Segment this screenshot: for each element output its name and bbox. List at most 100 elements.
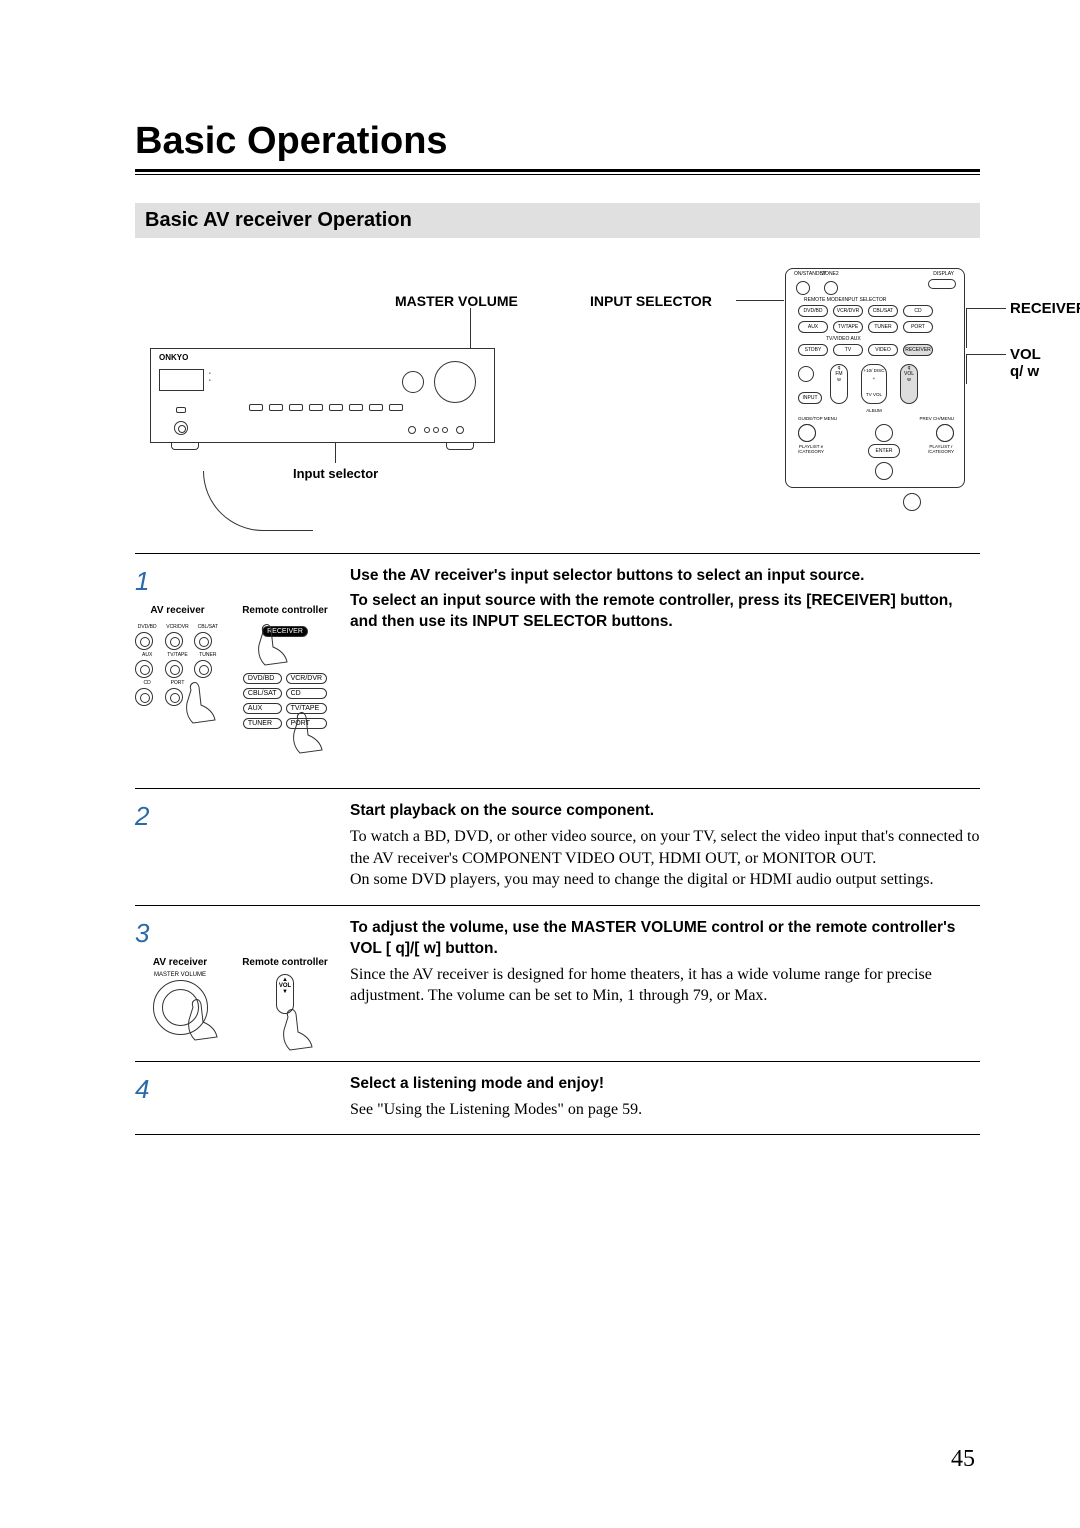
hand-icon (185, 992, 225, 1042)
step-number: 3 (135, 918, 350, 949)
remote-pill: CBL/SAT (868, 305, 898, 317)
mid-grid: qFMw +10/ DISC +TV VOLALBUM qVOLw INPUT (798, 364, 954, 414)
remote-pill: AUX (798, 321, 828, 333)
input-selector-row (249, 404, 403, 411)
mv-label: MASTER VOLUME (135, 972, 225, 978)
av-receiver-label: AV receiver (135, 957, 225, 968)
step-lead: Use the AV receiver's input selector but… (350, 566, 980, 587)
aux-jacks (408, 426, 464, 434)
brand-label: ONKYO (159, 353, 188, 362)
step-row: 4 Select a listening mode and enjoy! See… (135, 1061, 980, 1136)
page-title: Basic Operations (135, 120, 980, 163)
remote-pill: AUX (243, 703, 282, 714)
master-volume-knob (434, 361, 476, 403)
step-lead: To select an input source with the remot… (350, 591, 980, 633)
label: ZONE2 (822, 271, 839, 277)
step3-diagram: AV receiver MASTER VOLUME Remote control… (135, 957, 350, 1047)
nav-circle (798, 424, 816, 442)
remote-pill: TV (833, 344, 863, 356)
enter-button: ENTER (868, 444, 900, 458)
step-number: 1 (135, 566, 350, 597)
step-number: 4 (135, 1074, 350, 1105)
small-knob (402, 371, 424, 393)
label: PLAYLIST r /CATEGORY (926, 444, 956, 454)
vol-callout: VOL q/ w (1010, 346, 1041, 380)
remote-controller-label: Remote controller (240, 957, 330, 968)
receiver-pill: RECEIVER (903, 344, 933, 356)
sel-button (165, 632, 183, 650)
input-pill: INPUT (798, 392, 822, 404)
hand-icon (183, 675, 223, 725)
remote-pill: CD (286, 688, 328, 699)
power-icon (796, 281, 810, 295)
step-body: To watch a BD, DVD, or other video sourc… (350, 828, 979, 888)
remote-pill: DVD/BD (798, 305, 828, 317)
sel-button (165, 660, 183, 678)
step-row: 3 AV receiver MASTER VOLUME Remote contr… (135, 905, 980, 1061)
label: TV/VIDEO AUX (826, 336, 861, 342)
label: GUIDE/TOP MENU (798, 416, 837, 421)
step-lead: Select a listening mode and enjoy! (350, 1074, 980, 1095)
label: PLAYLIST e /CATEGORY (796, 444, 826, 454)
zone2-button (824, 281, 838, 295)
hand-icon (290, 705, 330, 755)
remote-pill: TV/TAPE (833, 321, 863, 333)
foot-icon (171, 442, 199, 450)
display-button (928, 279, 956, 289)
hand-icon (255, 617, 295, 667)
leader-line (966, 354, 967, 384)
step-body: Since the AV receiver is designed for ho… (350, 966, 932, 1005)
remote-pill: TUNER (243, 718, 282, 729)
leader-line (966, 308, 1006, 309)
rocker: qFMw (830, 364, 848, 404)
sel-button (165, 688, 183, 706)
remote-controller-label: Remote controller (235, 605, 335, 616)
leader-line (470, 308, 471, 353)
nav-up (875, 424, 893, 442)
nav-down (875, 462, 893, 480)
remote-pill: VCR/DVR (286, 673, 328, 684)
remote-pill: TUNER (868, 321, 898, 333)
master-volume-label: MASTER VOLUME (395, 293, 518, 309)
sel-button (194, 632, 212, 650)
remote-pill: DVD/BD (243, 673, 282, 684)
label: REMOTE MODE/INPUT SELECTOR (804, 297, 886, 303)
remote-pill: CBL/SAT (243, 688, 282, 699)
page-number: 45 (951, 1446, 975, 1473)
steps-list: 1 AV receiver DVD/BDVCR/DVRCBL/SAT AUXTV… (135, 553, 980, 1135)
step-lead: To adjust the volume, use the MASTER VOL… (350, 918, 980, 960)
sel-button (135, 632, 153, 650)
step-number: 2 (135, 801, 350, 832)
vol-rocker: qVOLw (900, 364, 918, 404)
step-body: See "Using the Listening Modes" on page … (350, 1101, 642, 1118)
remote-pill: VIDEO (868, 344, 898, 356)
receiver-front-panel: ONKYO •• (150, 348, 495, 443)
display-window (159, 369, 204, 391)
label: DISPLAY (933, 271, 954, 277)
rocker: +10/ DISC +TV VOLALBUM (861, 364, 887, 404)
power-icon (798, 366, 814, 382)
remote-outline-curve (203, 471, 313, 531)
nav-area: GUIDE/TOP MENU PREV CH/MENU PLAYLIST e /… (798, 424, 954, 484)
remote-pill: VCR/DVR (833, 305, 863, 317)
av-receiver-label: AV receiver (135, 605, 220, 616)
remote-pill: STDBY (798, 344, 828, 356)
remote-pill: CD (903, 305, 933, 317)
sel-button (135, 660, 153, 678)
top-diagram: MASTER VOLUME INPUT SELECTOR Input selec… (135, 268, 980, 528)
jack-icon (176, 407, 186, 413)
sel-button (135, 688, 153, 706)
remote-pill: PORT (903, 321, 933, 333)
hand-icon (280, 1002, 320, 1052)
leader-line (966, 308, 967, 348)
title-rule (135, 169, 980, 175)
step-lead: Start playback on the source component. (350, 801, 980, 822)
remote-controller: ON/STANDBY ZONE2 DISPLAY REMOTE MODE/INP… (785, 268, 965, 488)
receiver-callout: RECEIVER (1010, 300, 1080, 317)
step-row: 2 Start playback on the source component… (135, 788, 980, 905)
foot-icon (446, 442, 474, 450)
nav-circle (936, 424, 954, 442)
label: PREV CH/MENU (919, 416, 954, 421)
jack-icon (174, 421, 188, 435)
muting-button (903, 493, 921, 511)
